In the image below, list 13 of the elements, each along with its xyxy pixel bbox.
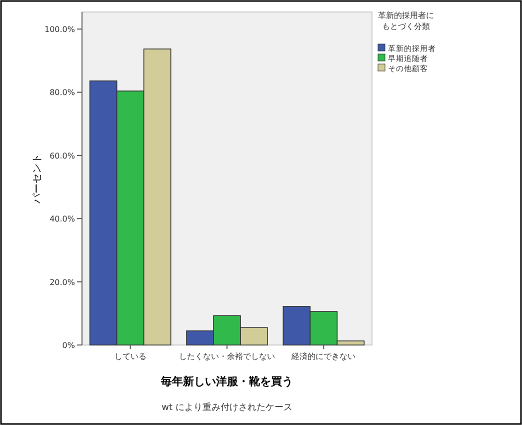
x-tick-label: している	[114, 352, 146, 361]
y-tick-label: 80.0%	[50, 88, 76, 98]
x-tick-label: 経済的にできない	[290, 352, 356, 361]
y-axis-title: パーセント	[32, 154, 43, 204]
y-tick-label: 0%	[62, 341, 76, 350]
x-axis-title: 毎年新しい洋服・靴を買う	[160, 375, 293, 388]
y-tick-label: 20.0%	[50, 278, 76, 287]
x-tick-label: したくない・余裕でしない	[179, 352, 275, 361]
y-tick-label: 40.0%	[50, 214, 76, 224]
text: wt により重み付けされたケース	[162, 402, 292, 413]
legend-title: 革新的採用者にもとづく分類	[378, 11, 434, 31]
y-tick-label: 60.0%	[50, 151, 76, 160]
y-tick-label: 100.0%	[44, 25, 76, 34]
